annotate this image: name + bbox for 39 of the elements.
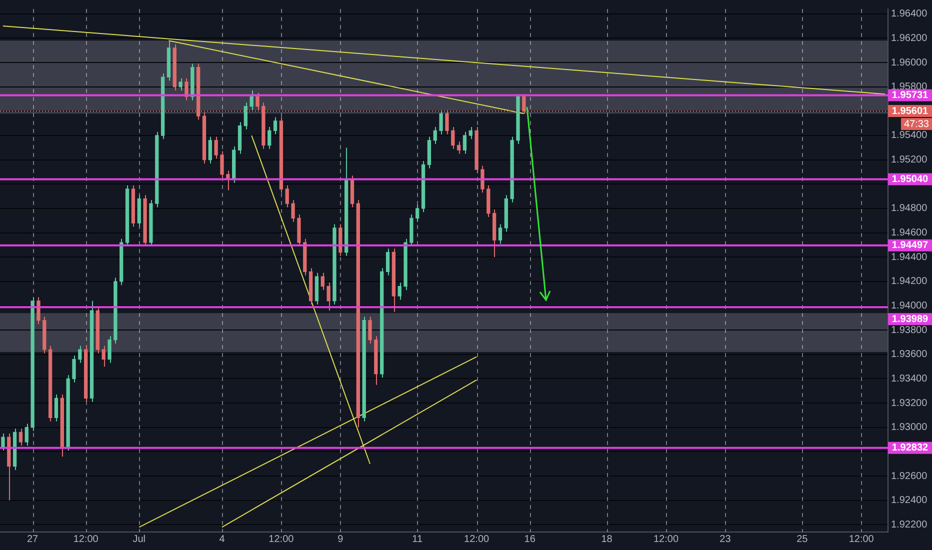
text: 47:33 bbox=[904, 118, 930, 130]
y-tick-label: 1.93400 bbox=[891, 374, 928, 384]
x-tick-label: 27 bbox=[27, 534, 39, 545]
ref-line-label: 1.95731 bbox=[892, 90, 929, 101]
y-tick-label: 1.93200 bbox=[891, 398, 928, 409]
x-tick-label: 12:00 bbox=[653, 534, 679, 545]
y-tick-label: 1.92400 bbox=[891, 495, 928, 506]
y-tick-label: 1.93800 bbox=[891, 324, 928, 336]
y-tick-label: 1.93000 bbox=[891, 422, 928, 434]
y-tick-label: 1.92600 bbox=[891, 470, 928, 482]
ref-line-label: 1.95040 bbox=[892, 174, 929, 186]
y-tick-label: 1.93600 bbox=[891, 349, 928, 360]
x-tick-label: 18 bbox=[601, 534, 613, 545]
ref-line-label: 1.92832 bbox=[892, 442, 929, 454]
ref-line-label: 1.95601 bbox=[892, 106, 929, 117]
y-tick-label: 1.94600 bbox=[891, 228, 928, 239]
x-tick-label: 12:00 bbox=[848, 534, 874, 545]
ref-line-label: 1.93989 bbox=[892, 314, 929, 325]
y-tick-label: 1.95200 bbox=[891, 154, 928, 166]
x-tick-label: 4 bbox=[219, 534, 226, 545]
x-tick-label: 11 bbox=[412, 534, 423, 545]
y-tick-label: 1.96400 bbox=[891, 8, 928, 20]
x-tick-label: 25 bbox=[796, 534, 808, 545]
y-tick-label: 1.94400 bbox=[891, 252, 928, 263]
y-tick-label: 1.94200 bbox=[891, 276, 928, 288]
y-tick-label: 1.94000 bbox=[891, 300, 928, 312]
y-tick-label: 1.92200 bbox=[891, 519, 928, 530]
x-tick-label: 16 bbox=[524, 534, 536, 545]
y-tick-label: 1.94800 bbox=[891, 203, 928, 214]
x-tick-label: 12:00 bbox=[268, 534, 294, 545]
y-tick-label: 1.96000 bbox=[891, 57, 928, 68]
ref-line-label: 1.94497 bbox=[892, 240, 929, 252]
x-tick-label: 23 bbox=[720, 534, 732, 545]
y-tick-label: 1.96200 bbox=[891, 32, 928, 44]
x-tick-label: Jul bbox=[132, 534, 146, 545]
x-tick-label: 12:00 bbox=[464, 534, 490, 545]
x-tick-label: 12:00 bbox=[73, 534, 99, 545]
x-tick-label: 9 bbox=[338, 534, 344, 545]
y-tick-label: 1.95400 bbox=[891, 130, 928, 142]
